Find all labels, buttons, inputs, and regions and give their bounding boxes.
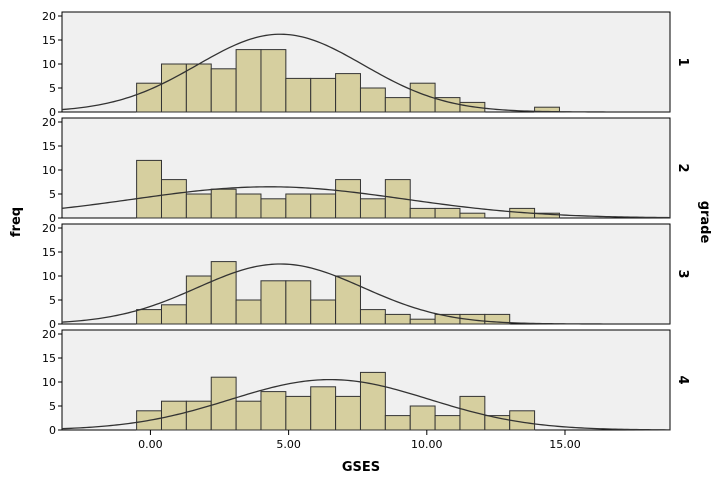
y-tick-label: 20 [42,222,56,235]
y-tick-label: 5 [49,294,56,307]
histogram-bar [409,207,436,219]
normal-curve [61,378,671,431]
facet-label-grade-2: 2 [675,163,690,172]
facet-axis-title: grade [697,201,712,244]
histogram-bar [185,400,212,431]
y-tick-label: 15 [42,246,56,259]
y-tick-label: 0 [49,424,56,437]
histogram-bar [136,159,162,219]
y-tick-label: 0 [49,212,56,225]
histogram-bar [459,212,486,219]
histogram-bar [285,193,312,219]
histogram-bar [160,63,187,113]
facet-label-grade-3: 3 [675,269,690,278]
histogram-bar [434,207,461,219]
x-axis-title: GSES [342,460,380,475]
histogram-bar [335,73,361,113]
histogram-bar [285,280,312,325]
histogram-bar [384,97,411,113]
y-tick-label: 10 [42,270,56,283]
y-tick-label: 5 [49,400,56,413]
y-tick-label: 10 [42,376,56,389]
panel-grade-2: 0 5 10 15 20 2 [42,116,690,225]
histogram-bar [459,395,486,431]
normal-curve [61,186,671,219]
histogram-bar [384,415,411,431]
y-tick-label: 0 [49,106,56,119]
normal-curve [61,33,670,113]
histogram-bar [434,415,461,431]
y-tick-label: 20 [42,10,56,23]
histogram-bar [235,49,262,113]
histogram-bar [136,82,162,113]
histogram-bar [260,280,287,325]
histogram-bar [260,391,287,431]
y-tick-label: 15 [42,34,56,47]
histogram-bar [210,188,237,219]
histogram-bar [310,193,337,219]
x-tick-label: 0.00 [138,438,163,451]
histogram-bar [359,371,386,431]
y-tick-label: 15 [42,140,56,153]
panel-grade-3: 0 5 10 15 20 3 [42,222,690,331]
y-tick-label: 0 [49,318,56,331]
histogram-bar [185,63,212,113]
histogram-bar [136,309,162,325]
y-tick-label: 5 [49,82,56,95]
histogram-bar [409,318,436,325]
histogram-bar [384,313,411,325]
histogram-bar [260,49,287,113]
y-tick-label: 20 [42,328,56,341]
panel-grade-4: 0 5 10 15 20 4 [42,328,690,437]
y-tick-label: 15 [42,352,56,365]
x-tick-label: 10.00 [411,438,443,451]
histogram-bar [160,179,187,219]
panel-background [61,223,671,325]
y-tick-label: 10 [42,164,56,177]
y-axis-title: freq [9,207,24,237]
histogram-bar [310,386,337,431]
histogram-bar [310,77,337,113]
histogram-bar [335,275,361,325]
histogram-bar [409,405,436,431]
histogram-bar [285,395,312,431]
panel-grade-1: 0 5 10 15 20 1 [42,10,690,119]
histogram-bar [310,299,337,325]
normal-curve [61,263,670,325]
y-tick-label: 5 [49,188,56,201]
y-tick-label: 20 [42,116,56,129]
histogram-bar [210,68,237,113]
histogram-bar [235,193,262,219]
facet-label-grade-4: 4 [675,375,690,384]
histogram-bar [335,395,361,431]
histogram-bar [260,198,287,219]
histogram-bar [285,77,312,113]
histogram-bar [335,179,361,219]
x-axis: 0.00 5.00 10.00 15.00 [138,430,581,451]
histogram-bar [359,87,386,113]
x-tick-label: 15.00 [549,438,581,451]
x-tick-label: 5.00 [276,438,301,451]
histogram-bar [160,304,187,325]
histogram-bar [185,193,212,219]
facet-label-grade-1: 1 [675,57,690,66]
histogram-bar [235,400,262,431]
y-tick-label: 10 [42,58,56,71]
histogram-bar [359,198,386,219]
histogram-bar [484,313,511,325]
histogram-bar [534,212,560,219]
histogram-bar [359,309,386,325]
histogram-bar [210,261,237,325]
histogram-bar [235,299,262,325]
